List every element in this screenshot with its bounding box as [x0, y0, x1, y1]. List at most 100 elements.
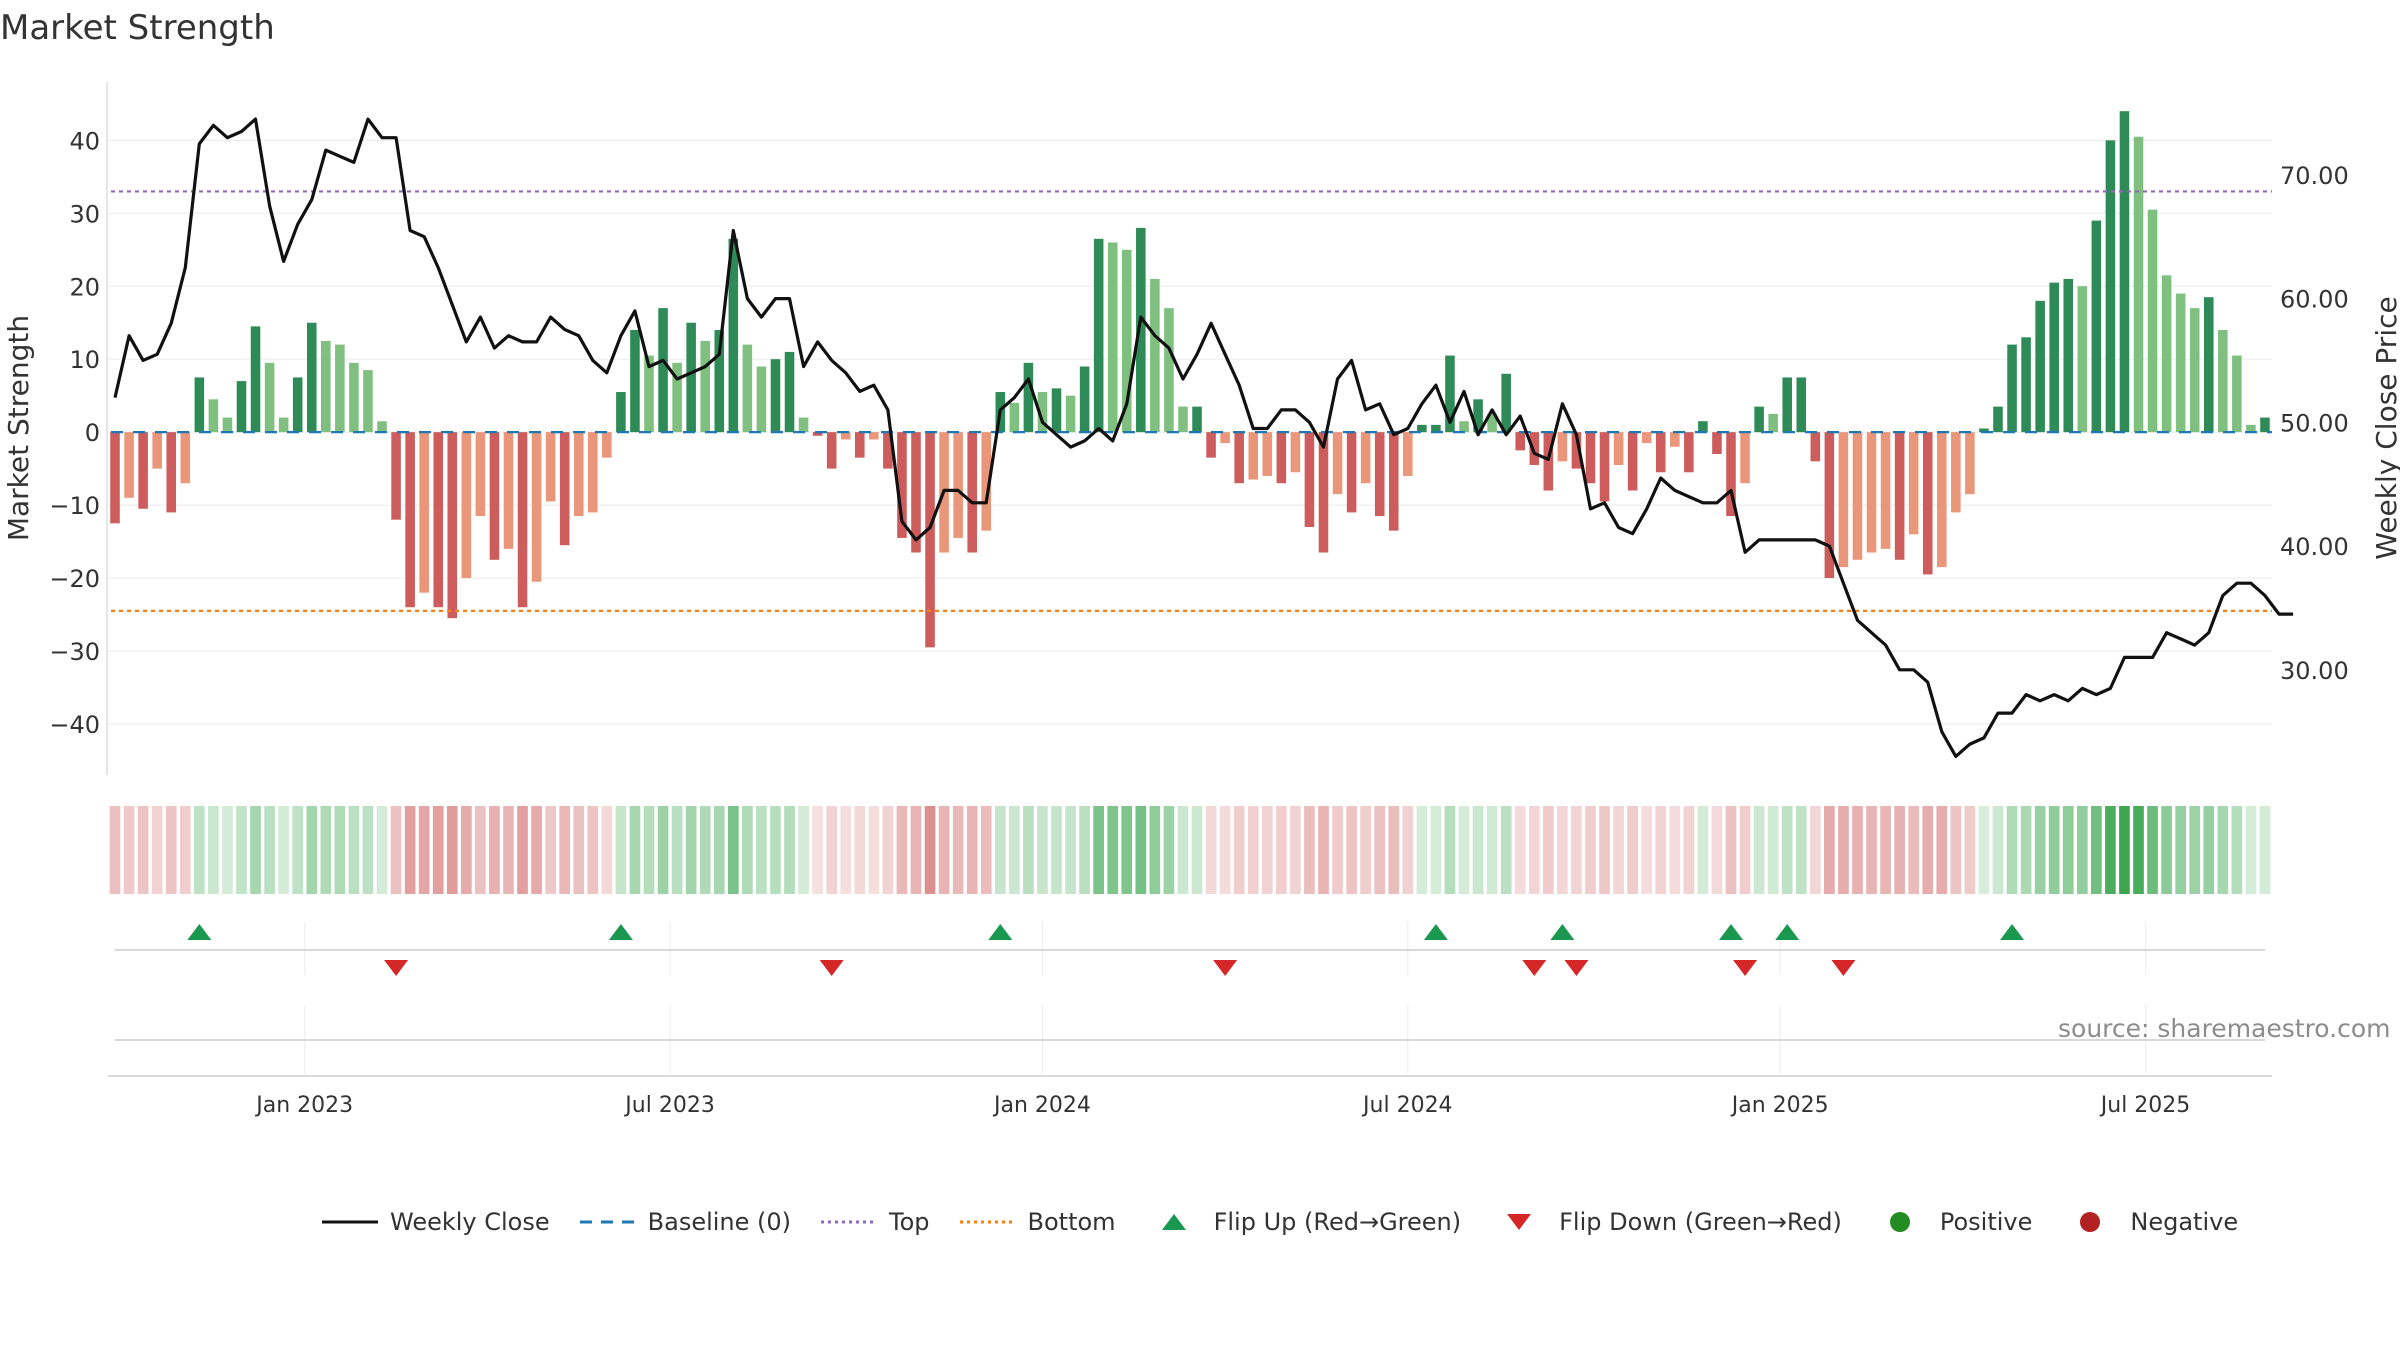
flip-down-marker: [819, 960, 844, 976]
x-tick-label: Jul 2023: [623, 1093, 715, 1118]
strength-bar: [1501, 373, 1511, 433]
heat-cell: [1542, 806, 1554, 894]
strength-bar: [1388, 432, 1399, 531]
flip-up-marker: [1719, 924, 1743, 940]
heat-cell: [1739, 806, 1751, 894]
heat-cell: [1486, 806, 1498, 894]
strength-bar: [756, 366, 767, 433]
x-tick-label: Jan 2025: [1730, 1093, 1829, 1118]
strength-bar: [1164, 308, 1174, 433]
heat-cell: [1037, 806, 1048, 894]
legend-symbol: [1161, 1214, 1186, 1230]
y2-tick-label: 40.00: [2280, 533, 2349, 561]
heat-cell: [545, 806, 556, 894]
heat-cell: [1824, 806, 1835, 894]
flip-up-marker: [608, 924, 633, 940]
legend-label: Positive: [1939, 1208, 2033, 1236]
legend-item: Baseline (0): [578, 1208, 791, 1236]
strength-bar: [770, 359, 781, 433]
heat-cell: [1866, 806, 1877, 894]
heat-cell: [179, 806, 191, 894]
strength-bar: [1304, 432, 1315, 527]
heat-cell: [1669, 806, 1681, 894]
heat-cell: [1332, 806, 1343, 894]
heat-cell: [1500, 806, 1512, 894]
heat-cell: [657, 806, 669, 894]
heat-cell: [208, 806, 219, 894]
strength-bar: [489, 432, 500, 560]
strength-bar: [2091, 220, 2102, 433]
heat-cell: [1838, 806, 1849, 894]
heat-cell: [2091, 806, 2102, 894]
heat-cell: [1107, 806, 1119, 894]
heat-cell: [489, 806, 500, 894]
heat-cell: [2020, 806, 2032, 894]
heat-cell: [165, 806, 177, 894]
heat-cell: [1795, 806, 1807, 894]
strength-bar: [1698, 421, 1708, 433]
legend-item: Negative: [2060, 1208, 2238, 1236]
y2-tick-label: 60.00: [2280, 286, 2349, 314]
source-credit: source: sharemaestro.com: [2058, 1014, 2391, 1043]
strength-bar: [2232, 355, 2242, 433]
strength-bar: [1627, 432, 1638, 491]
heat-cell: [1950, 806, 1962, 894]
strength-bar: [1360, 432, 1371, 484]
strength-bar: [1754, 406, 1764, 433]
legend-glyph: [1161, 1214, 1186, 1230]
heat-cell: [1051, 806, 1062, 894]
heat-cell: [980, 806, 992, 894]
strength-bar: [1908, 432, 1919, 535]
heat-cell: [840, 806, 852, 894]
y2-tick-label: 30.00: [2280, 657, 2349, 685]
gridlines: [108, 139, 2272, 1074]
heat-cell: [1444, 806, 1456, 894]
flip-up-marker: [187, 924, 212, 940]
strength-bar: [714, 330, 725, 433]
strength-bar: [1543, 432, 1554, 491]
heat-cell: [1767, 806, 1779, 894]
heat-cell: [1430, 806, 1442, 894]
legend-label: Flip Down (Green→Red): [1559, 1208, 1842, 1236]
heat-cell: [756, 806, 767, 894]
strength-bar: [349, 362, 359, 433]
heat-cell: [1247, 806, 1259, 894]
heat-cell: [1163, 806, 1175, 894]
strength-bar: [363, 370, 373, 433]
strength-bar: [180, 432, 191, 484]
heat-cell: [1641, 806, 1653, 894]
heat-cell: [1402, 806, 1414, 894]
heat-cell: [1936, 806, 1948, 894]
heat-cell: [938, 806, 950, 894]
heat-cell: [770, 806, 781, 894]
strength-bar: [2203, 297, 2214, 433]
strength-bar: [1009, 402, 1020, 433]
legend-item: Flip Down (Green→Red): [1489, 1208, 1842, 1236]
x-tick-label: Jul 2024: [1361, 1093, 1453, 1118]
strength-bar: [1318, 432, 1329, 553]
reference-levels: [111, 190, 2272, 612]
legend-symbol: [1889, 1212, 1910, 1232]
heat-cell: [1978, 806, 1990, 894]
heat-cell: [446, 806, 458, 894]
heat-cell: [1992, 806, 2004, 894]
heat-cell: [1781, 806, 1793, 894]
heat-cell: [615, 806, 627, 894]
strength-bar: [1515, 432, 1525, 451]
heat-cell: [531, 806, 542, 894]
strength-bar: [1431, 424, 1441, 433]
strength-bar: [2218, 330, 2228, 433]
heat-cell: [924, 806, 936, 894]
heat-cell: [2048, 806, 2060, 894]
strength-bar: [784, 351, 795, 433]
x-axis-labels: Jan 2023 Jul 2023 Jan 2024 Jul 2024 Jan 2025…: [254, 1093, 2190, 1118]
heat-cell: [1627, 806, 1638, 894]
heat-cell: [1191, 806, 1203, 894]
heat-cell: [1472, 806, 1484, 894]
strength-bar: [883, 432, 893, 469]
strength-bar: [447, 432, 458, 619]
heat-cell: [517, 806, 528, 894]
heat-cell: [1753, 806, 1765, 894]
flip-down-marker: [1564, 960, 1589, 976]
strength-bar: [1150, 278, 1160, 433]
